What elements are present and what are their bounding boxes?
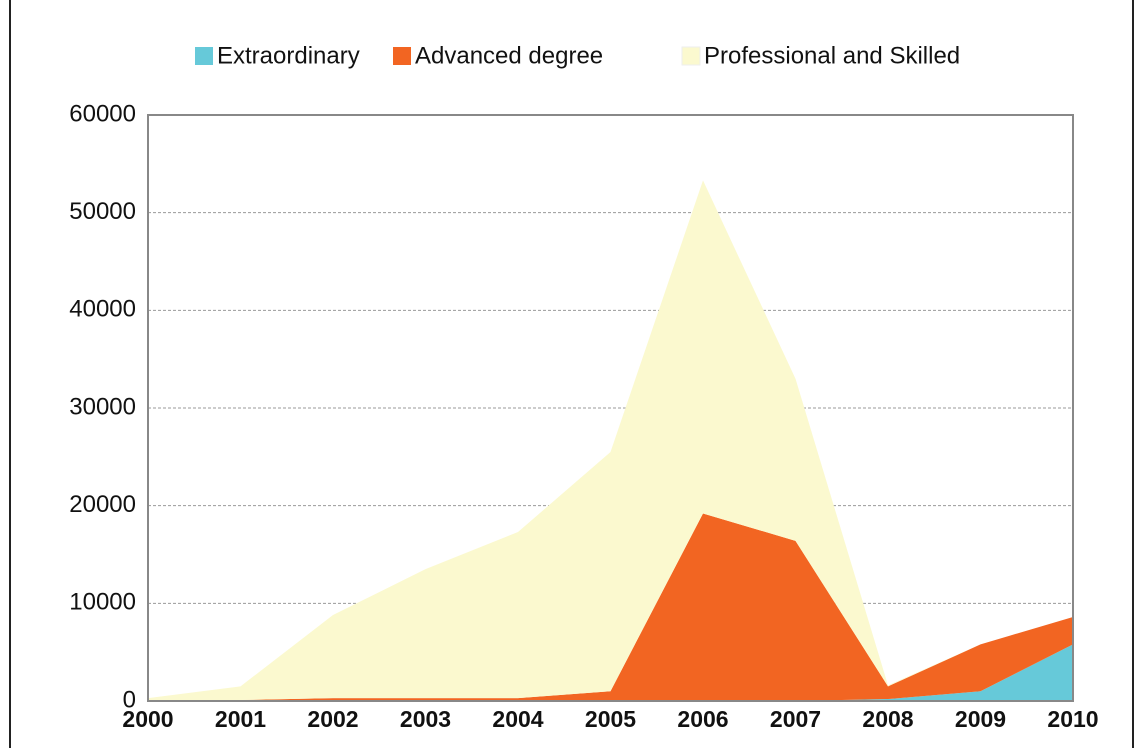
y-tick-label: 60000 [69,100,136,127]
area [148,180,1073,702]
x-tick-label: 2006 [677,706,728,732]
legend-label: Advanced degree [415,42,603,69]
y-tick-label: 0 [123,686,136,713]
x-tick-label: 2002 [307,706,358,732]
x-tick-label: 2010 [1047,706,1098,732]
x-tick-label: 2007 [770,706,821,732]
legend-label: Extraordinary [217,42,360,69]
x-tick-label: 2008 [862,706,913,732]
y-tick-label: 30000 [69,393,136,420]
x-tick-label: 2004 [492,706,543,732]
area [148,513,1073,701]
legend-label: Professional and Skilled [704,42,960,69]
y-tick-label: 20000 [69,491,136,518]
x-tick-label: 2003 [400,706,451,732]
x-tick-label: 2001 [215,706,266,732]
legend-swatch [681,46,701,66]
plot-border [147,114,1074,702]
x-tick-label: 2005 [585,706,636,732]
y-tick-label: 50000 [69,198,136,225]
x-tick-label: 2000 [122,706,173,732]
x-tick-label: 2009 [955,706,1006,732]
y-tick-label: 10000 [69,589,136,616]
legend-swatch [195,47,213,65]
area [148,644,1073,701]
y-tick-label: 40000 [69,296,136,323]
legend-swatch [393,47,411,65]
